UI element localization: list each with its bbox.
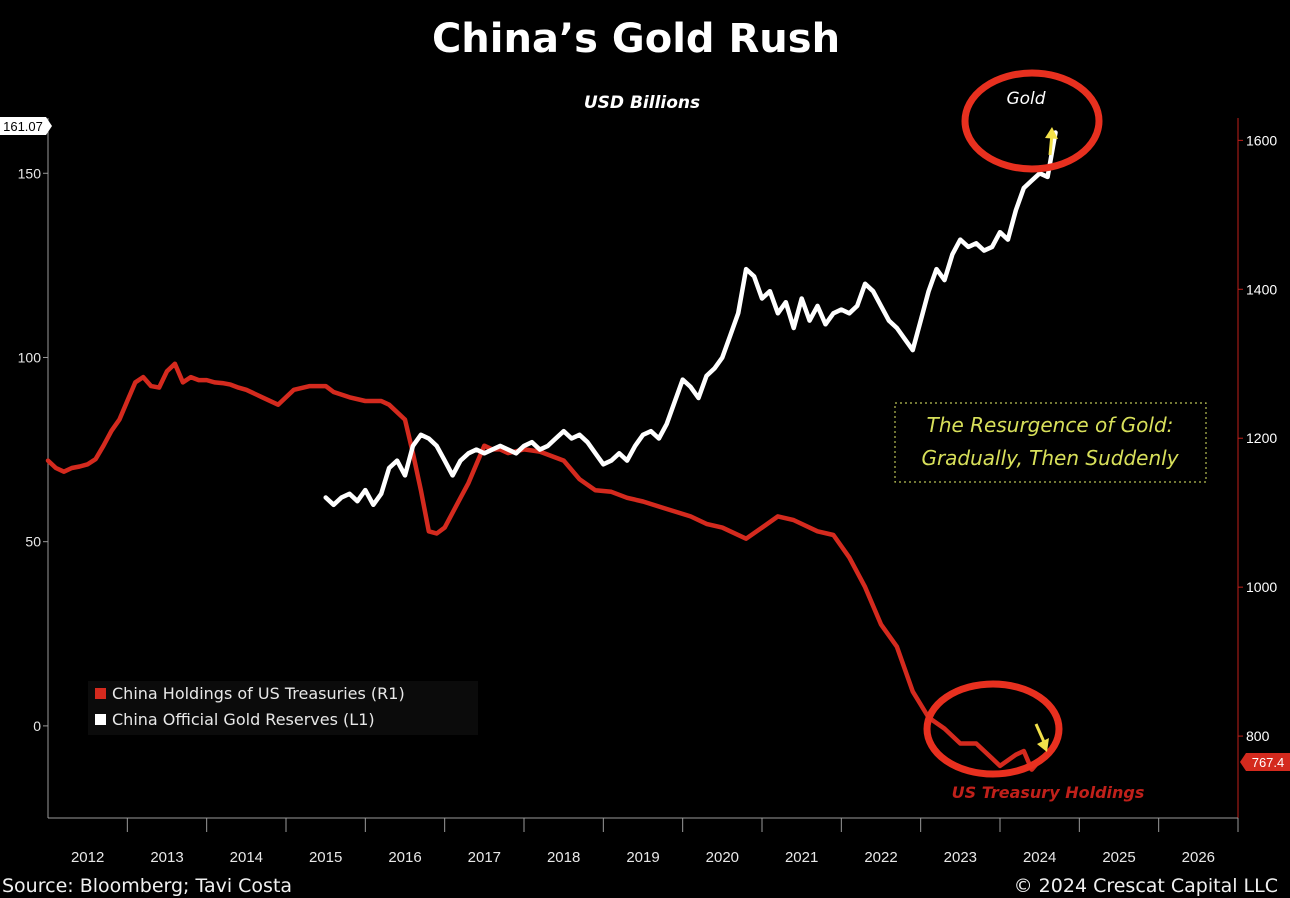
legend-label-gold: China Official Gold Reserves (L1) <box>112 710 375 729</box>
up-arrow-icon <box>1045 127 1058 156</box>
y-axis-right: 800 1000 1200 1400 1600 <box>1238 132 1277 744</box>
legend-swatch-gold <box>95 714 106 725</box>
annotation-box: The Resurgence of Gold: Gradually, Then … <box>894 402 1207 483</box>
x-tick-label: 2015 <box>309 849 342 866</box>
y-right-tick-label: 1000 <box>1246 579 1277 595</box>
series-line-gold <box>323 130 1058 508</box>
y-right-tick-label: 1200 <box>1246 430 1277 446</box>
legend-label-treasuries: China Holdings of US Treasuries (R1) <box>112 684 405 703</box>
y-right-tick-label: 1400 <box>1246 281 1277 297</box>
annotation-line-2: Gradually, Then Suddenly <box>921 446 1179 470</box>
x-tick-label: 2026 <box>1182 849 1215 866</box>
x-tick-label: 2017 <box>468 849 501 866</box>
gold-label: Gold <box>1006 89 1045 109</box>
x-tick-label: 2024 <box>1023 849 1056 866</box>
x-tick-label: 2023 <box>944 849 977 866</box>
series-layer <box>45 130 1058 772</box>
copyright-note: © 2024 Crescat Capital LLC <box>1014 875 1278 897</box>
y-axis-left: 0 50 100 150 <box>18 165 48 734</box>
x-tick-label: 2012 <box>71 849 104 866</box>
left-last-value-badge: 161.07 <box>0 117 52 135</box>
x-tick-label: 2025 <box>1102 849 1135 866</box>
treasury-label: US Treasury Holdings <box>952 783 1145 802</box>
x-tick-label: 2022 <box>864 849 897 866</box>
x-tick-label: 2020 <box>706 849 739 866</box>
legend-swatch-treasuries <box>95 688 106 699</box>
x-axis: 2012 2013 2014 2015 2016 2017 2018 2019 2020 2021… <box>71 818 1239 866</box>
x-tick-label: 2021 <box>785 849 818 866</box>
down-arrow-icon <box>1034 723 1049 752</box>
right-last-value-badge: 767.4 <box>1240 753 1290 771</box>
y-left-tick-label: 0 <box>33 718 41 734</box>
series-line-treasuries <box>45 361 1042 772</box>
x-tick-label: 2018 <box>547 849 580 866</box>
x-tick-label: 2013 <box>150 849 183 866</box>
x-tick-label: 2019 <box>626 849 659 866</box>
y-right-tick-label: 1600 <box>1246 132 1277 148</box>
x-tick-label: 2016 <box>388 849 421 866</box>
left-badge-text: 161.07 <box>3 119 43 134</box>
gold-highlight: Gold <box>961 69 1103 173</box>
legend: China Holdings of US Treasuries (R1) Chi… <box>88 681 478 735</box>
chart-subtitle: USD Billions <box>584 93 700 113</box>
y-left-tick-label: 50 <box>25 534 41 550</box>
y-left-tick-label: 100 <box>18 349 42 365</box>
x-tick-label: 2014 <box>230 849 263 866</box>
right-badge-text: 767.4 <box>1252 755 1285 770</box>
y-left-tick-label: 150 <box>18 165 42 181</box>
chart-title: China’s Gold Rush <box>432 16 840 62</box>
y-right-tick-label: 800 <box>1246 728 1270 744</box>
treasury-highlight: US Treasury Holdings <box>923 680 1145 802</box>
annotation-line-1: The Resurgence of Gold: <box>927 413 1174 437</box>
source-note: Source: Bloomberg; Tavi Costa <box>2 875 292 897</box>
axes-frame <box>47 118 1239 819</box>
